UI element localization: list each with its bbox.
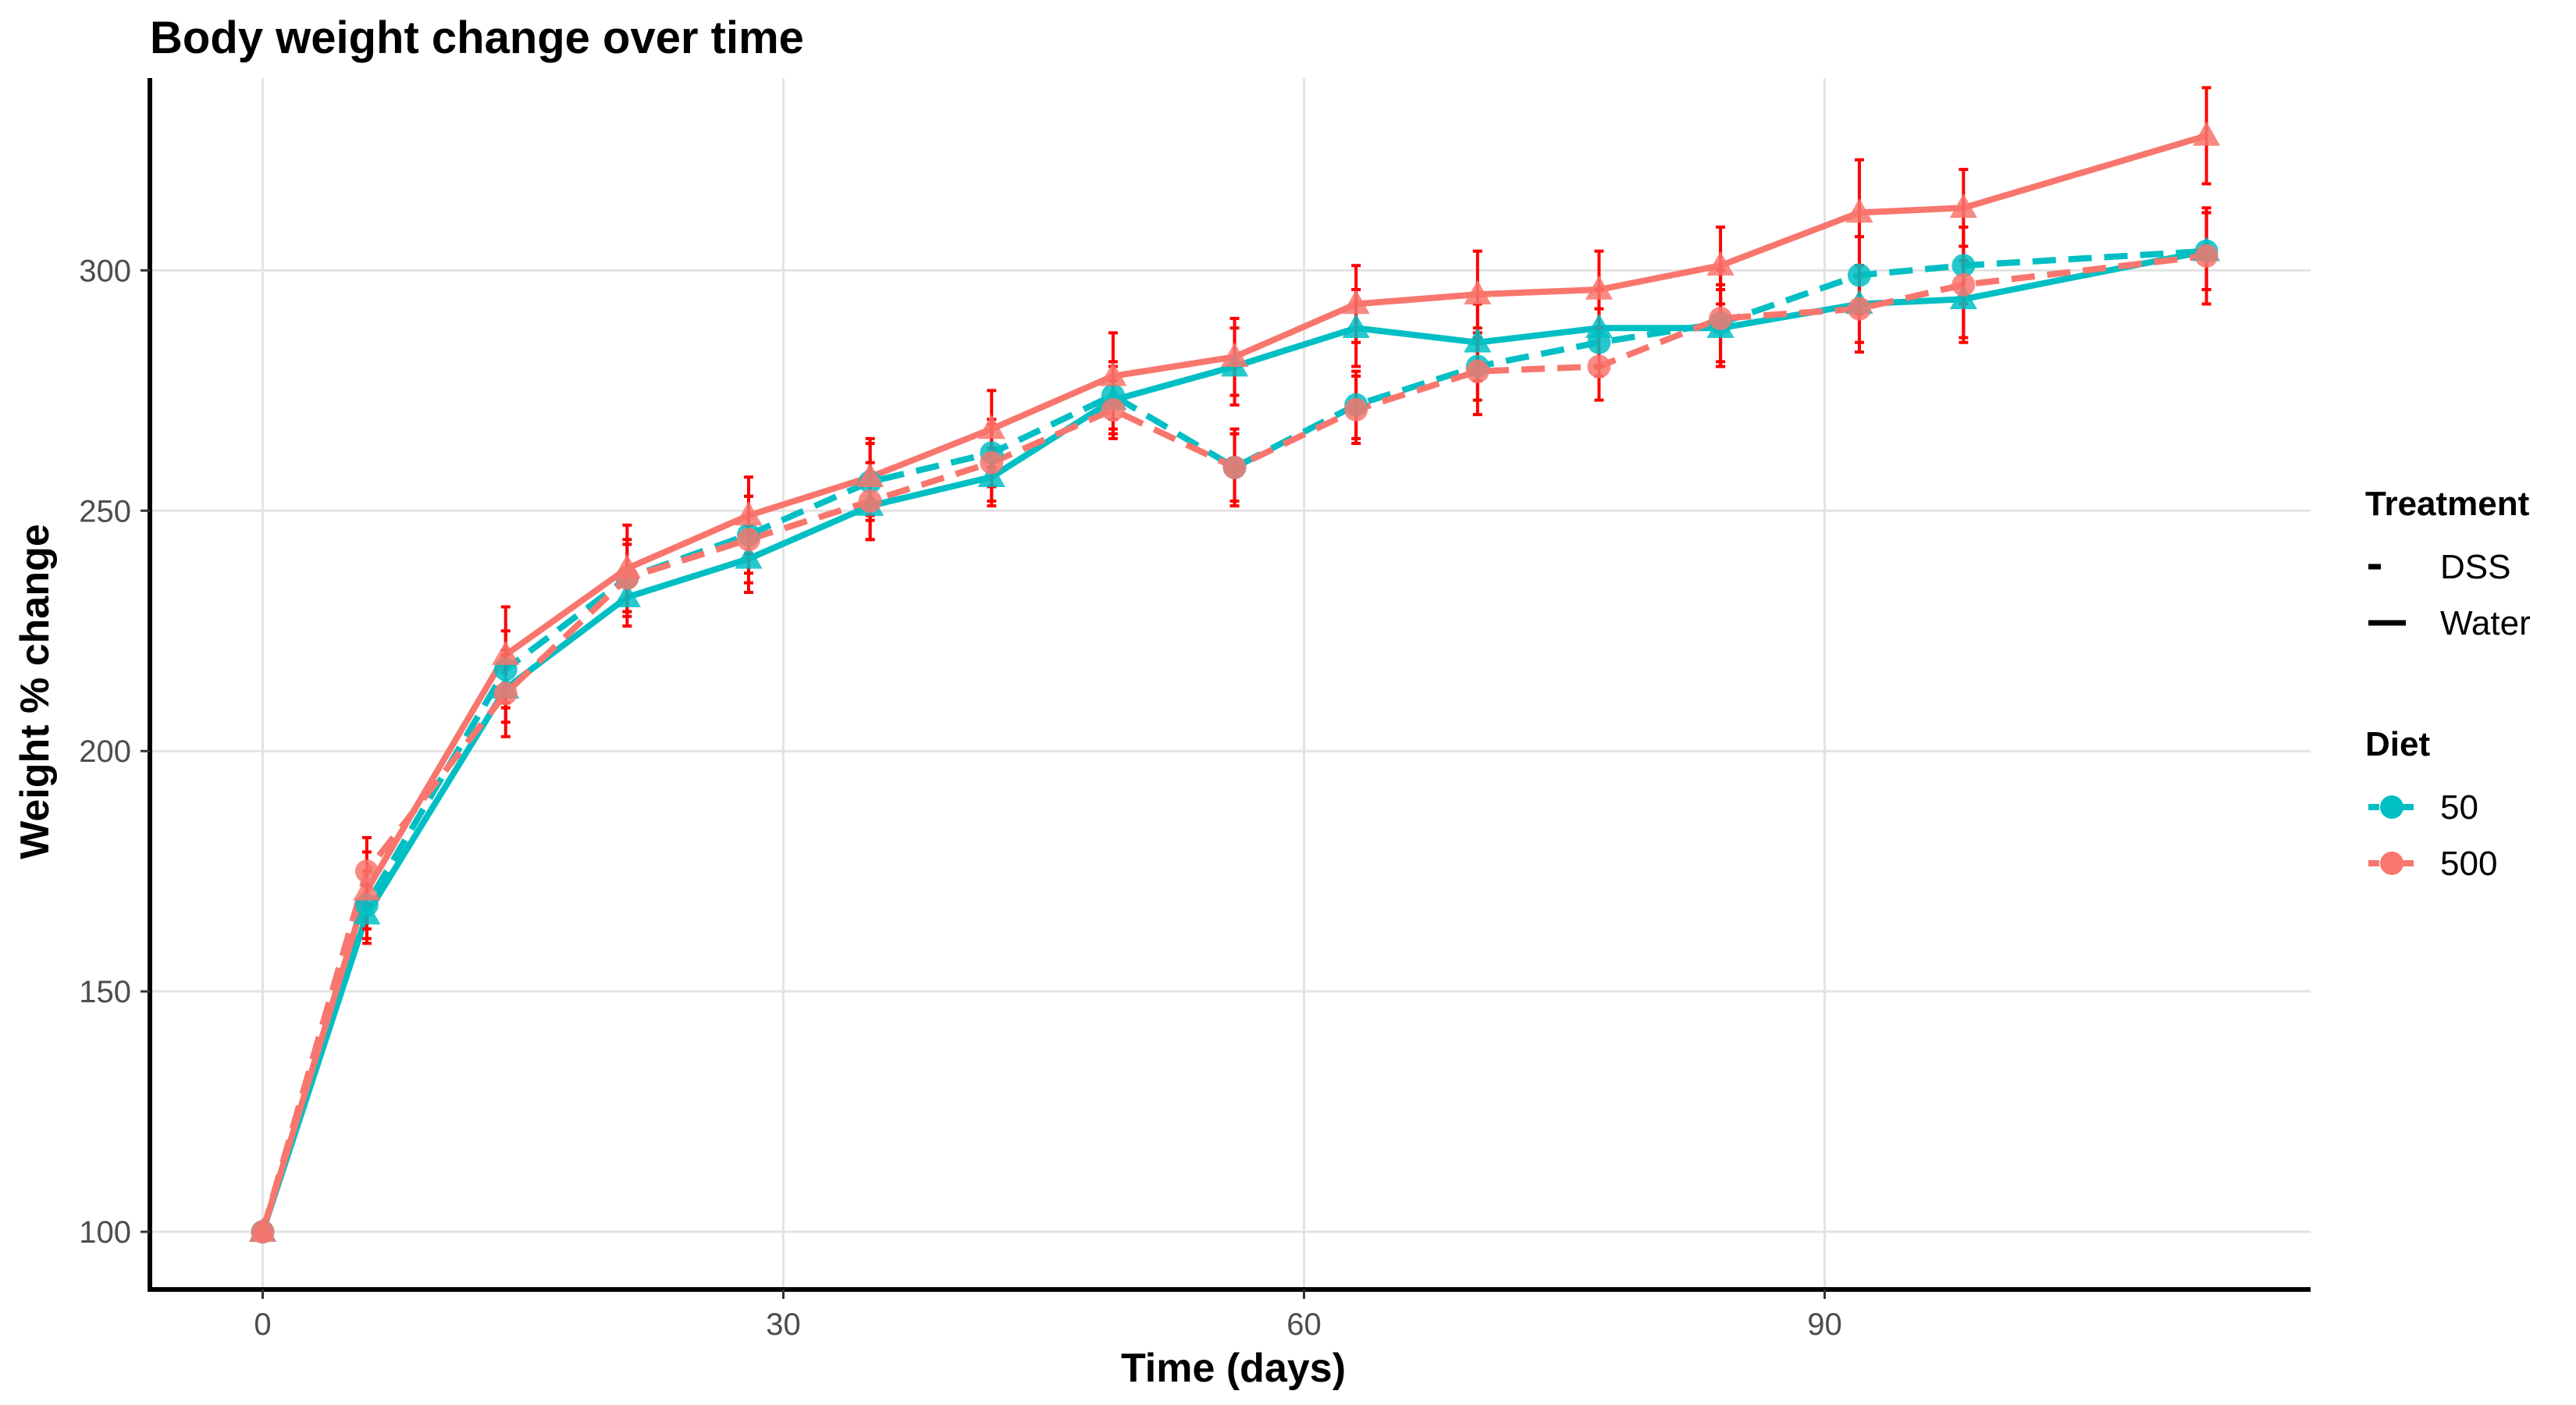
series-lines [259,133,2208,1233]
data-point-500-dss [354,859,379,884]
data-point-50-water [353,900,381,925]
data-point-500-dss [858,489,882,513]
x-tick-label: 30 [766,1307,801,1342]
data-point-500-dss [1101,397,1125,422]
data-point-50-water [1949,284,1977,310]
data-point-50-water [1585,313,1614,339]
data-point-500-water [1585,275,1614,300]
data-point-500-water [2193,121,2221,146]
data-point-500-water [1949,193,1977,219]
data-point-500-water [353,876,381,901]
x-tick-label: 90 [1807,1307,1842,1342]
data-point-500-dss [1222,455,1247,479]
data-point-500-water [1220,342,1249,368]
data-point-50-water [1342,313,1370,339]
x-tick-label: 0 [254,1307,271,1342]
data-point-50-dss [1847,263,1871,287]
data-point-500-dss [1847,297,1871,321]
data-point-500-dss [493,681,518,706]
data-point-500-dss [1465,359,1489,383]
data-point-500-water [856,462,884,487]
series-line-50-water [259,247,2208,1233]
data-point-500-water [1342,290,1370,315]
y-tick-label: 300 [79,254,131,288]
series-line-50-dss [259,247,2207,1233]
data-point-500-water [1464,279,1492,304]
data-point-50-water [613,582,642,607]
data-point-500-dss [1587,354,1611,379]
y-axis-title: Weight % change [12,524,58,859]
legend-treatment-title: Treatment [2365,485,2530,523]
data-point-500-water [1845,198,1873,223]
data-markers [248,121,2221,1244]
legend: Treatment Diet DSS Water 50 500 [2365,485,2531,883]
data-point-500-dss [1709,306,1733,330]
chart-title: Body weight change over time [150,12,804,63]
data-point-500-dss [737,528,761,552]
y-tick-label: 150 [79,975,131,1009]
grid-lines [150,78,2311,1289]
legend-diet-title: Diet [2365,725,2430,763]
axes: 0 30 60 90 100 150 200 250 300 [79,78,2311,1342]
data-point-500-water [977,414,1005,439]
data-point-500-water [1706,251,1735,276]
legend-label-dss: DSS [2440,548,2510,586]
data-point-50-water [977,462,1005,487]
data-point-500-water [735,501,763,526]
legend-label-50: 50 [2440,788,2478,827]
data-point-50-water [1464,328,1492,353]
data-point-50-water [735,544,763,569]
legend-key-dot-500 [2380,852,2403,875]
data-point-500-dss [980,450,1004,475]
series-line-500-dss [259,252,2208,1233]
legend-label-500: 500 [2440,845,2497,883]
data-point-500-water [613,553,642,578]
data-point-50-dss [1952,254,1976,278]
legend-label-water: Water [2440,604,2531,642]
error-bars [361,86,2211,945]
legend-key-dot-50 [2380,795,2403,819]
x-axis-title: Time (days) [1121,1346,1346,1391]
x-tick-label: 60 [1286,1307,1322,1342]
data-point-500-dss [1952,272,1976,297]
y-tick-label: 200 [79,735,131,769]
data-point-500-dss [1344,397,1368,422]
series-line-500-water [259,133,2208,1233]
data-point-500-water [492,640,520,665]
data-point-500-dss [2194,244,2218,268]
data-point-500-water [1099,361,1127,386]
data-point-500-water [248,1217,277,1242]
y-tick-label: 250 [79,494,131,528]
y-tick-label: 100 [79,1215,131,1250]
